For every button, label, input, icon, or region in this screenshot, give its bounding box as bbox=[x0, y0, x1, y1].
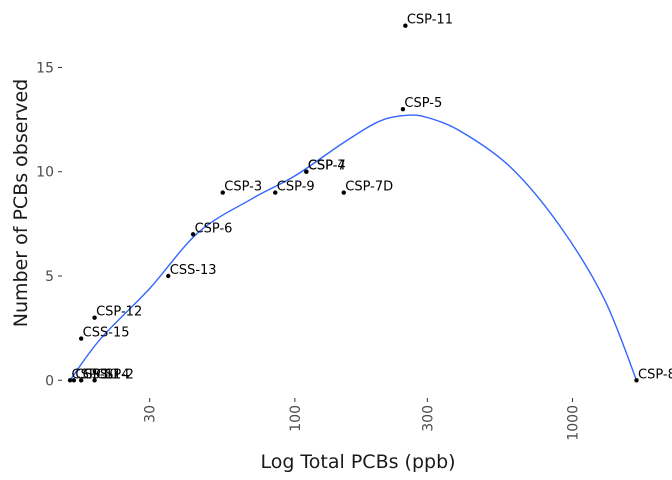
y-axis: 0 5 10 15 bbox=[36, 60, 62, 389]
data-point bbox=[190, 232, 196, 237]
data-point bbox=[403, 23, 408, 28]
point-label: CSS-13 bbox=[170, 263, 217, 278]
x-tick-label: 30 bbox=[143, 405, 159, 423]
y-tick-label: 15 bbox=[36, 60, 54, 76]
point-label: CSS-15 bbox=[83, 326, 130, 341]
data-points bbox=[67, 23, 639, 383]
data-point bbox=[67, 378, 73, 383]
point-label: CSP-6 bbox=[195, 221, 233, 236]
data-point bbox=[78, 378, 84, 383]
data-point bbox=[400, 106, 406, 112]
y-tick-label: 5 bbox=[45, 269, 54, 285]
data-point bbox=[634, 378, 639, 383]
x-tick-label: 100 bbox=[288, 405, 304, 432]
x-axis-title: Log Total PCBs (ppb) bbox=[260, 451, 455, 473]
point-label: CSP-10 bbox=[72, 367, 118, 382]
data-point bbox=[220, 190, 225, 195]
point-label: CSS-14 bbox=[83, 367, 130, 382]
data-point bbox=[78, 336, 84, 341]
point-label: CSP-4 bbox=[308, 159, 346, 174]
y-axis-title: Number of PCBs observed bbox=[10, 79, 32, 328]
x-tick-label: 1000 bbox=[566, 405, 582, 441]
data-point bbox=[166, 273, 171, 279]
point-label: CSP-1 bbox=[75, 367, 113, 382]
point-label: CSP-11 bbox=[407, 13, 453, 28]
data-point bbox=[92, 378, 97, 383]
point-label: CSP-5 bbox=[404, 96, 442, 111]
point-label: CSP-7D bbox=[345, 180, 393, 195]
data-point bbox=[341, 190, 346, 195]
x-tick-label: 300 bbox=[420, 405, 436, 432]
point-label: CSP-9 bbox=[277, 180, 315, 195]
x-axis: 30 100 300 1000 bbox=[143, 398, 582, 441]
point-label: CSP-7 bbox=[308, 159, 346, 174]
point-label: CSP-3 bbox=[224, 180, 262, 195]
data-point bbox=[92, 315, 97, 320]
point-label: CSP-8 bbox=[638, 367, 672, 382]
point-label: CSP-2 bbox=[96, 367, 134, 382]
point-label: CSP-12 bbox=[96, 305, 142, 320]
y-tick-label: 0 bbox=[45, 373, 54, 389]
data-point bbox=[304, 169, 309, 174]
data-point bbox=[71, 378, 77, 383]
data-point bbox=[273, 190, 278, 195]
smooth-trend-line bbox=[69, 114, 638, 381]
y-tick-label: 10 bbox=[36, 165, 54, 181]
